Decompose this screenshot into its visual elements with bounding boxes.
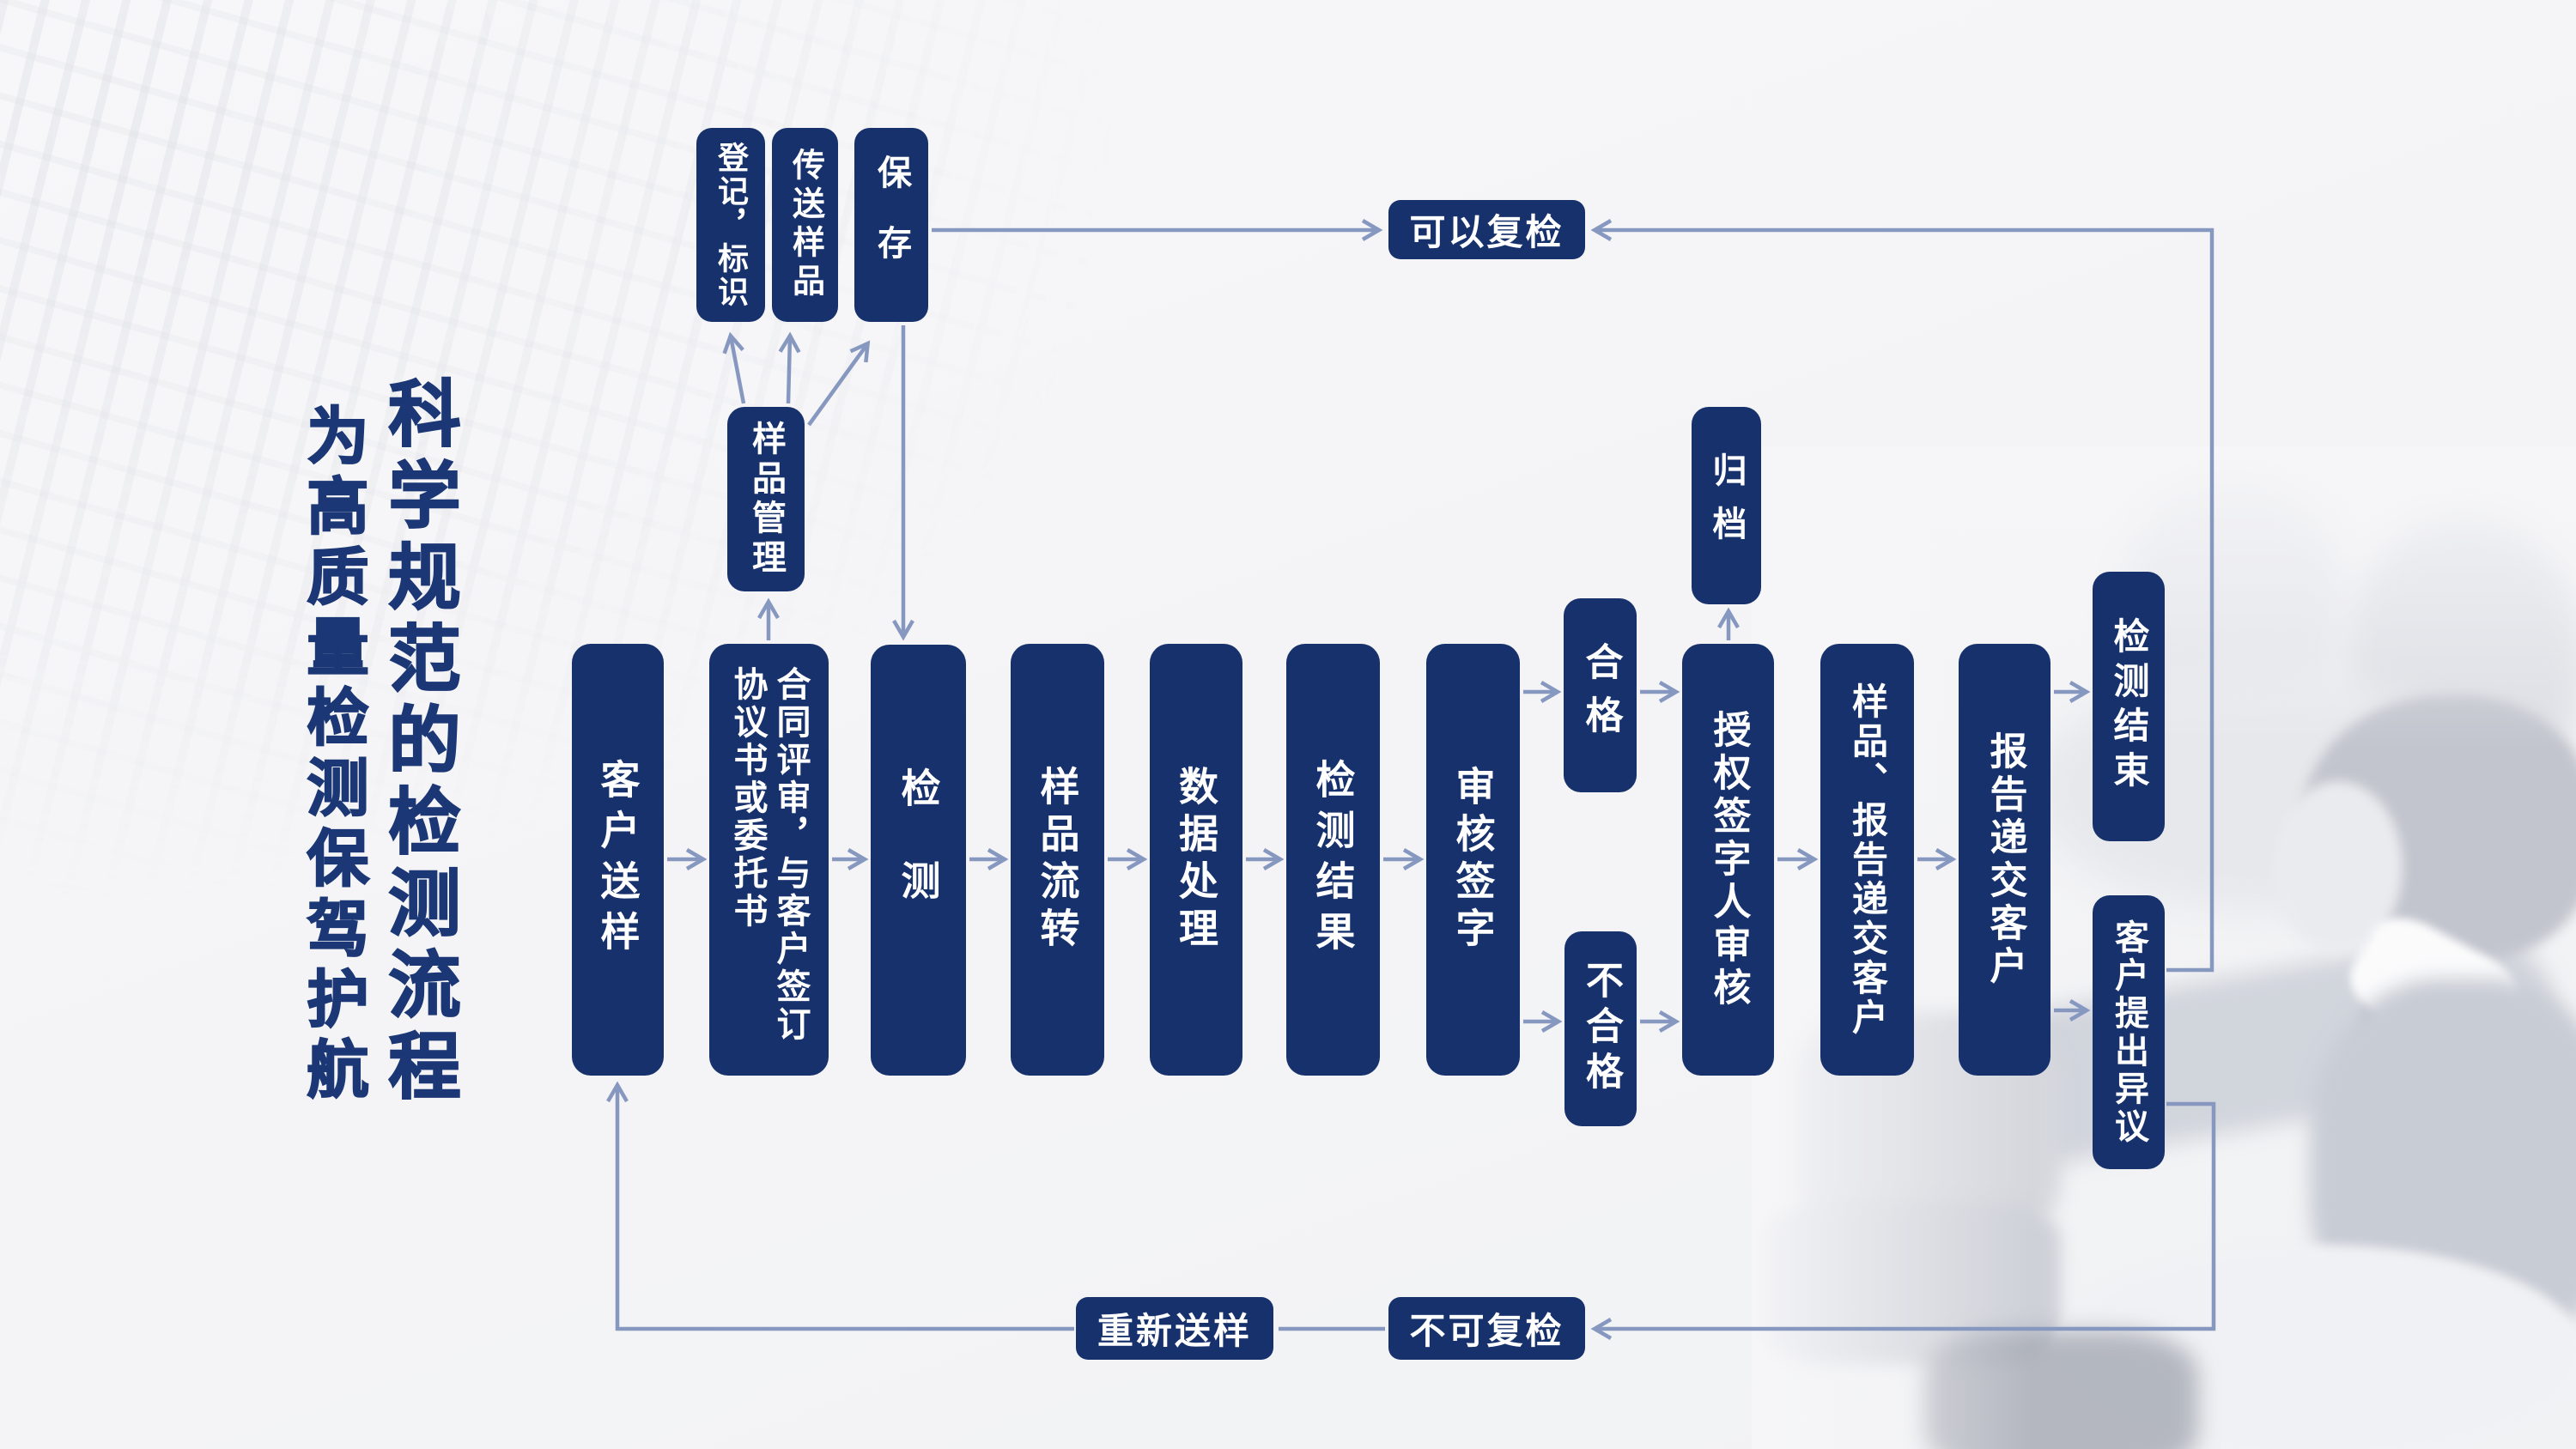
node-label: 不可复检 [1409, 1311, 1564, 1351]
node-sample-management: 样品管理 [727, 407, 805, 591]
arrow-sampmgmt-to-register [722, 331, 746, 404]
node-label: 保存 [872, 155, 910, 295]
node-customer-objection: 客户提出异议 [2093, 895, 2165, 1169]
node-label: 可以复检 [1409, 212, 1564, 252]
node-label: 授权签字人审核 [1707, 709, 1750, 1010]
path-objection-to-noretest [1590, 1101, 2216, 1340]
node-testing: 检测 [871, 645, 966, 1076]
arrow-sampmgmt-to-storage [807, 340, 871, 427]
node-label: 检测结果 [1310, 758, 1356, 961]
slide-title-main: 科学规范的检测流程 [378, 375, 460, 1111]
node-report-delivery: 报告递交客户 [1959, 644, 2050, 1076]
node-label: 检测结束 [2109, 617, 2149, 796]
node-sample-flow: 样品流转 [1011, 644, 1104, 1076]
node-test-end: 检测结束 [2093, 572, 2165, 841]
path-objection-to-retestok [1590, 219, 2215, 973]
node-label: 传送样品 [787, 148, 823, 302]
node-label: 审核签字 [1450, 765, 1496, 955]
node-label-column-right: 合同评审，与客户签订 [771, 666, 810, 1044]
node-label: 报告递交客户 [1984, 731, 2026, 989]
node-label: 重新送样 [1097, 1311, 1252, 1351]
node-authorized-review: 授权签字人审核 [1682, 644, 1774, 1076]
path-resend-to-customer [606, 1081, 1074, 1331]
node-customer-sample: 客户送样 [572, 644, 664, 1076]
node-contract-review: 合同评审，与客户签订 协议书或委托书 [709, 644, 829, 1076]
node-label: 客户送样 [595, 758, 641, 961]
node-resend-sample: 重新送样 [1076, 1297, 1273, 1360]
node-label: 归档 [1707, 452, 1746, 559]
node-register-mark: 登记，标识 [696, 128, 765, 322]
node-storage: 保存 [854, 128, 928, 322]
arrow-sampmgmt-to-transfer [778, 331, 801, 404]
node-label: 样品流转 [1035, 765, 1080, 955]
node-label: 合格 [1579, 642, 1622, 749]
node-review-sign: 审核签字 [1426, 644, 1520, 1076]
node-retest-not-allowed: 不可复检 [1388, 1297, 1585, 1360]
node-retest-allowed: 可以复检 [1388, 200, 1585, 259]
node-label: 登记，标识 [714, 141, 749, 309]
node-qualified: 合格 [1564, 598, 1637, 792]
node-label: 不合格 [1580, 961, 1622, 1097]
node-label: 客户提出异议 [2110, 919, 2148, 1146]
node-unqualified: 不合格 [1564, 931, 1637, 1126]
node-test-result: 检测结果 [1286, 644, 1380, 1076]
node-label-column-left: 协议书或委托书 [728, 666, 767, 931]
slide-title-sub: 为高质量检测保驾护航 [296, 403, 367, 1108]
node-sample-report-delivery: 样品、报告递交客户 [1820, 644, 1914, 1076]
node-label: 样品管理 [747, 420, 785, 579]
node-archive: 归档 [1692, 407, 1761, 604]
node-label: 样品、报告递交客户 [1847, 682, 1888, 1038]
node-transfer-sample: 传送样品 [772, 128, 838, 322]
node-label: 检测 [896, 767, 941, 953]
node-data-processing: 数据处理 [1150, 644, 1242, 1076]
node-label: 数据处理 [1174, 765, 1218, 955]
